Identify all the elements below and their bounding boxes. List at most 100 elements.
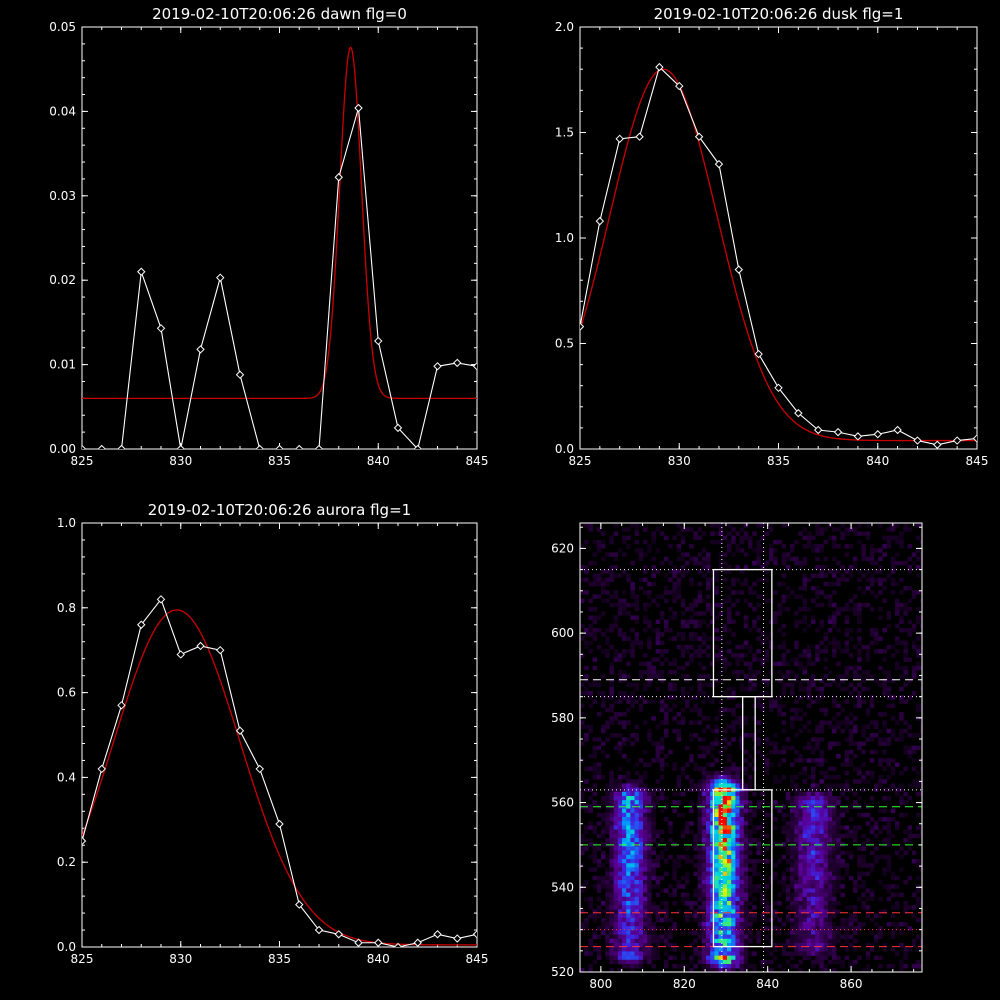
heatmap-cell <box>823 707 829 713</box>
heatmap-cell <box>802 892 808 898</box>
heatmap-cell <box>701 775 707 780</box>
heatmap-cell <box>697 720 703 725</box>
heatmap-cell <box>664 707 669 713</box>
heatmap-cell <box>861 884 866 889</box>
heatmap-cell <box>869 896 875 902</box>
heatmap-cell <box>878 762 883 767</box>
heatmap-cell <box>580 623 585 629</box>
heatmap-cell <box>605 838 610 843</box>
heatmap-cell <box>672 670 677 675</box>
heatmap-cell <box>836 871 841 877</box>
heatmap-cell <box>588 951 593 956</box>
heatmap-cell <box>769 527 774 532</box>
heatmap-cell <box>630 838 635 843</box>
heatmap-cell <box>899 695 904 700</box>
heatmap-cell <box>710 523 715 528</box>
heatmap-cell <box>869 577 875 583</box>
heatmap-cell <box>714 577 719 583</box>
heatmap-cell <box>601 531 606 536</box>
heatmap-cell <box>895 539 900 545</box>
heatmap-cell <box>685 527 690 532</box>
heatmap-cell <box>659 926 665 931</box>
heatmap-cell <box>794 817 799 822</box>
heatmap-cell <box>697 754 703 759</box>
heatmap-cell <box>777 628 782 633</box>
heatmap-cell <box>781 947 787 952</box>
heatmap-cell <box>811 808 816 814</box>
heatmap-cell <box>643 787 648 793</box>
heatmap-cell <box>693 636 698 641</box>
heatmap-cell <box>634 800 640 805</box>
heatmap-cell <box>659 838 665 843</box>
heatmap-cell <box>722 665 728 671</box>
heatmap-cell <box>655 657 661 662</box>
heatmap-cell <box>680 598 686 604</box>
heatmap-cell <box>907 749 913 755</box>
heatmap-cell <box>865 535 871 541</box>
heatmap-cell <box>798 947 803 952</box>
heatmap-cell <box>634 951 640 956</box>
heatmap-cell <box>668 829 673 835</box>
heatmap-cell <box>643 863 648 868</box>
heatmap-cell <box>832 892 837 898</box>
heatmap-cell <box>882 586 887 591</box>
heatmap-cell <box>622 691 627 696</box>
heatmap-cell <box>899 640 904 646</box>
heatmap-cell <box>916 964 921 969</box>
heatmap-cell <box>651 628 656 633</box>
heatmap-cell <box>819 800 824 805</box>
heatmap-cell <box>718 896 724 902</box>
heatmap-cell <box>874 833 879 839</box>
heatmap-cell <box>840 678 845 683</box>
heatmap-cell <box>823 833 829 839</box>
heatmap-cell <box>743 598 749 604</box>
heatmap-cell <box>752 607 757 612</box>
heatmap-cell <box>911 628 917 633</box>
heatmap-cell <box>739 535 745 541</box>
heatmap-cell <box>655 632 661 637</box>
heatmap-cell <box>609 892 614 898</box>
heatmap-cell <box>676 733 682 738</box>
heatmap-cell <box>899 728 904 734</box>
y-tick-label: 0.01 <box>49 358 76 372</box>
heatmap-cell <box>731 955 736 961</box>
heatmap-cell <box>827 901 833 906</box>
heatmap-cell <box>727 846 732 851</box>
heatmap-cell <box>685 762 690 767</box>
heatmap-cell <box>857 859 862 864</box>
heatmap-cell <box>739 821 745 826</box>
heatmap-cell <box>605 783 610 788</box>
heatmap-cell <box>815 657 820 662</box>
heatmap-cell <box>676 884 682 889</box>
heatmap-cell <box>630 955 635 961</box>
x-tick-label: 845 <box>466 952 489 966</box>
heatmap-cell <box>651 947 656 952</box>
heatmap-cell <box>806 892 812 898</box>
heatmap-cell <box>802 833 808 839</box>
heatmap-cell <box>613 821 619 826</box>
heatmap-cell <box>651 833 656 839</box>
heatmap-cell <box>710 661 715 667</box>
heatmap-cell <box>748 892 753 898</box>
heatmap-cell <box>756 741 761 746</box>
heatmap-cell <box>773 871 778 877</box>
heatmap-cell <box>735 875 740 881</box>
heatmap-cell <box>903 628 908 633</box>
heatmap-cell <box>638 909 644 914</box>
heatmap-cell <box>748 539 753 545</box>
heatmap-cell <box>853 644 858 650</box>
heatmap-cell <box>836 569 841 574</box>
heatmap-cell <box>848 850 854 856</box>
heatmap-cell <box>811 770 816 776</box>
heatmap-cell <box>756 594 761 599</box>
heatmap-cell <box>857 640 862 646</box>
heatmap-cell <box>836 880 841 885</box>
heatmap-cell <box>848 959 854 965</box>
heatmap-cell <box>764 901 770 906</box>
heatmap-cell <box>630 783 635 788</box>
heatmap-cell <box>811 888 816 893</box>
heatmap-cell <box>622 602 627 608</box>
heatmap-cell <box>857 926 862 931</box>
heatmap-cell <box>907 586 913 591</box>
heatmap-cell <box>769 523 774 528</box>
